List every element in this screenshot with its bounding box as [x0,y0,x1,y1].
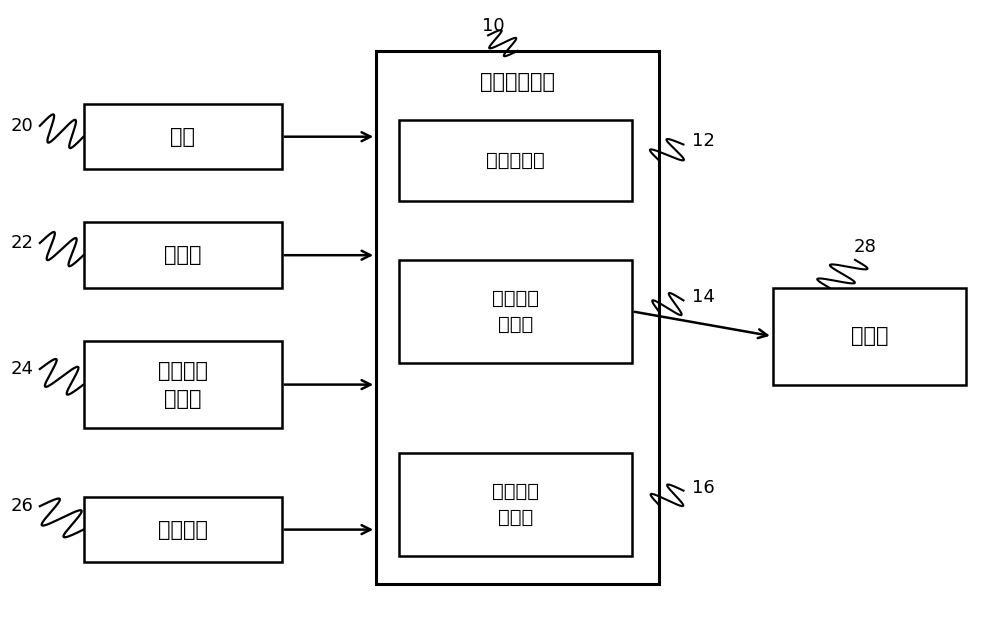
Bar [84,341,282,428]
Text: 26: 26 [11,497,33,515]
Text: 14: 14 [692,288,715,307]
Text: 12: 12 [692,132,715,150]
Text: 24: 24 [11,360,34,378]
Bar [84,104,282,169]
Text: 驾驶控制部: 驾驶控制部 [486,150,545,169]
Text: 物体状态
检测部: 物体状态 检测部 [492,289,539,334]
Bar [84,222,282,288]
Text: 执行器: 执行器 [851,326,888,346]
Bar [84,497,282,562]
Bar [399,260,632,363]
Text: 行驶控制装置: 行驶控制装置 [480,72,555,92]
Text: 22: 22 [11,234,34,252]
Text: 20: 20 [11,117,33,135]
Bar [376,51,659,584]
Text: 目标路径
生成部: 目标路径 生成部 [492,482,539,528]
Bar [399,119,632,200]
Text: 雷达: 雷达 [170,126,195,147]
Text: 导航系统: 导航系统 [158,520,208,540]
Text: 10: 10 [482,17,504,35]
Text: 摄像头: 摄像头 [164,245,201,265]
Text: 28: 28 [853,238,876,257]
Text: 行驶状态
传感器: 行驶状态 传感器 [158,361,208,409]
Bar [399,453,632,556]
Text: 16: 16 [692,478,715,497]
Bar [773,288,966,385]
